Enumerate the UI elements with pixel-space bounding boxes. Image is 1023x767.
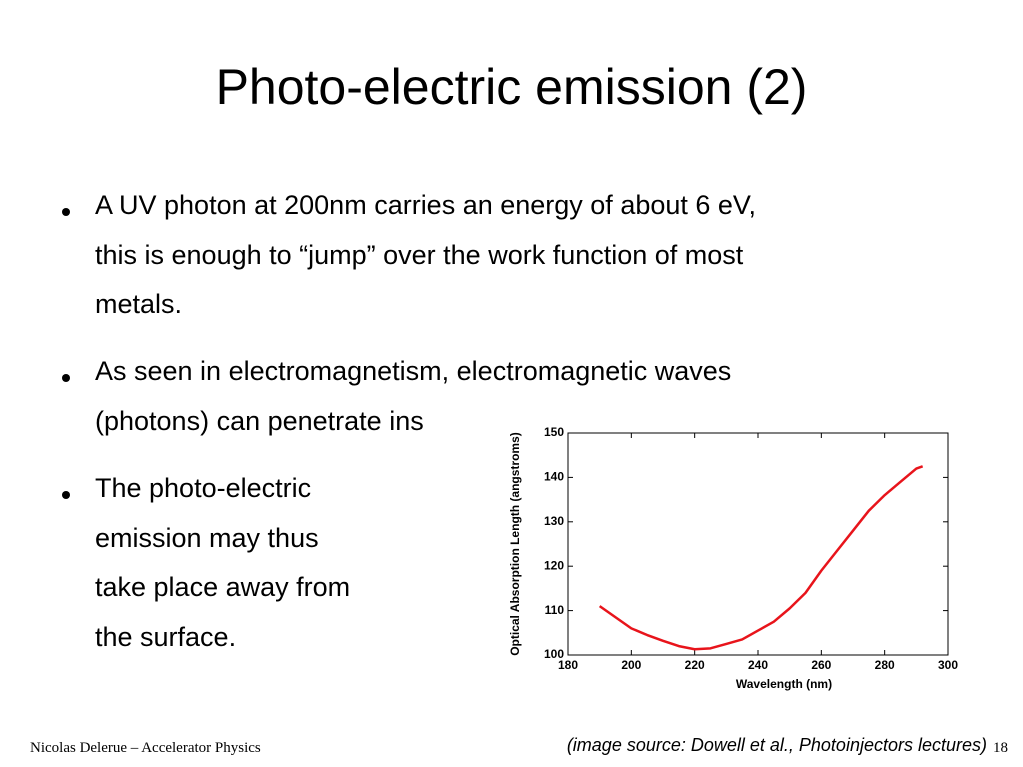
y-axis-label: Optical Absorption Length (angstroms) xyxy=(508,432,522,656)
bullet-dot xyxy=(62,374,70,382)
x-tick-label: 300 xyxy=(938,658,958,672)
bullet-text: (photons) can penetrate ins xyxy=(95,405,424,436)
y-tick-label: 150 xyxy=(544,425,564,439)
y-tick-label: 110 xyxy=(545,603,565,617)
bullet-dot xyxy=(62,491,70,499)
y-tick-label: 140 xyxy=(544,470,564,484)
y-tick-label: 100 xyxy=(544,647,564,661)
y-tick-label: 120 xyxy=(544,558,564,572)
x-tick-label: 260 xyxy=(811,658,831,672)
slide-title: Photo-electric emission (2) xyxy=(215,59,808,115)
bullet-text: emission may thus xyxy=(95,522,319,553)
page-number: 18 xyxy=(993,740,1008,756)
bullet-text: A UV photon at 200nm carries an energy o… xyxy=(95,190,756,220)
bullet-text: this is enough to “jump” over the work f… xyxy=(95,239,744,270)
x-tick-label: 220 xyxy=(685,658,705,672)
bullet-text: As seen in electromagnetism, electromagn… xyxy=(95,356,732,386)
bullet-text: the surface. xyxy=(95,621,237,652)
bullet-text: The photo-electric xyxy=(95,473,312,503)
image-source: (image source: Dowell et al., Photoinjec… xyxy=(566,735,987,755)
x-tick-label: 180 xyxy=(558,658,578,672)
x-tick-label: 200 xyxy=(621,658,641,672)
data-line xyxy=(598,465,924,651)
y-tick-label: 130 xyxy=(544,514,564,528)
chart: Wavelength (nm) Optical Absorption Lengt… xyxy=(500,408,962,703)
footer: Nicolas Delerue – Accelerator Physics xyxy=(30,740,261,756)
bullet-dot xyxy=(62,208,70,216)
bullet-text: take place away from xyxy=(95,572,351,602)
x-tick-label: 240 xyxy=(748,658,768,672)
bullet-text: metals. xyxy=(95,289,183,319)
x-axis-label: Wavelength (nm) xyxy=(736,677,832,691)
x-tick-label: 280 xyxy=(875,658,895,672)
